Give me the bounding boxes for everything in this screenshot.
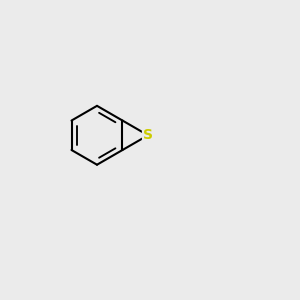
Text: S: S (143, 128, 153, 142)
